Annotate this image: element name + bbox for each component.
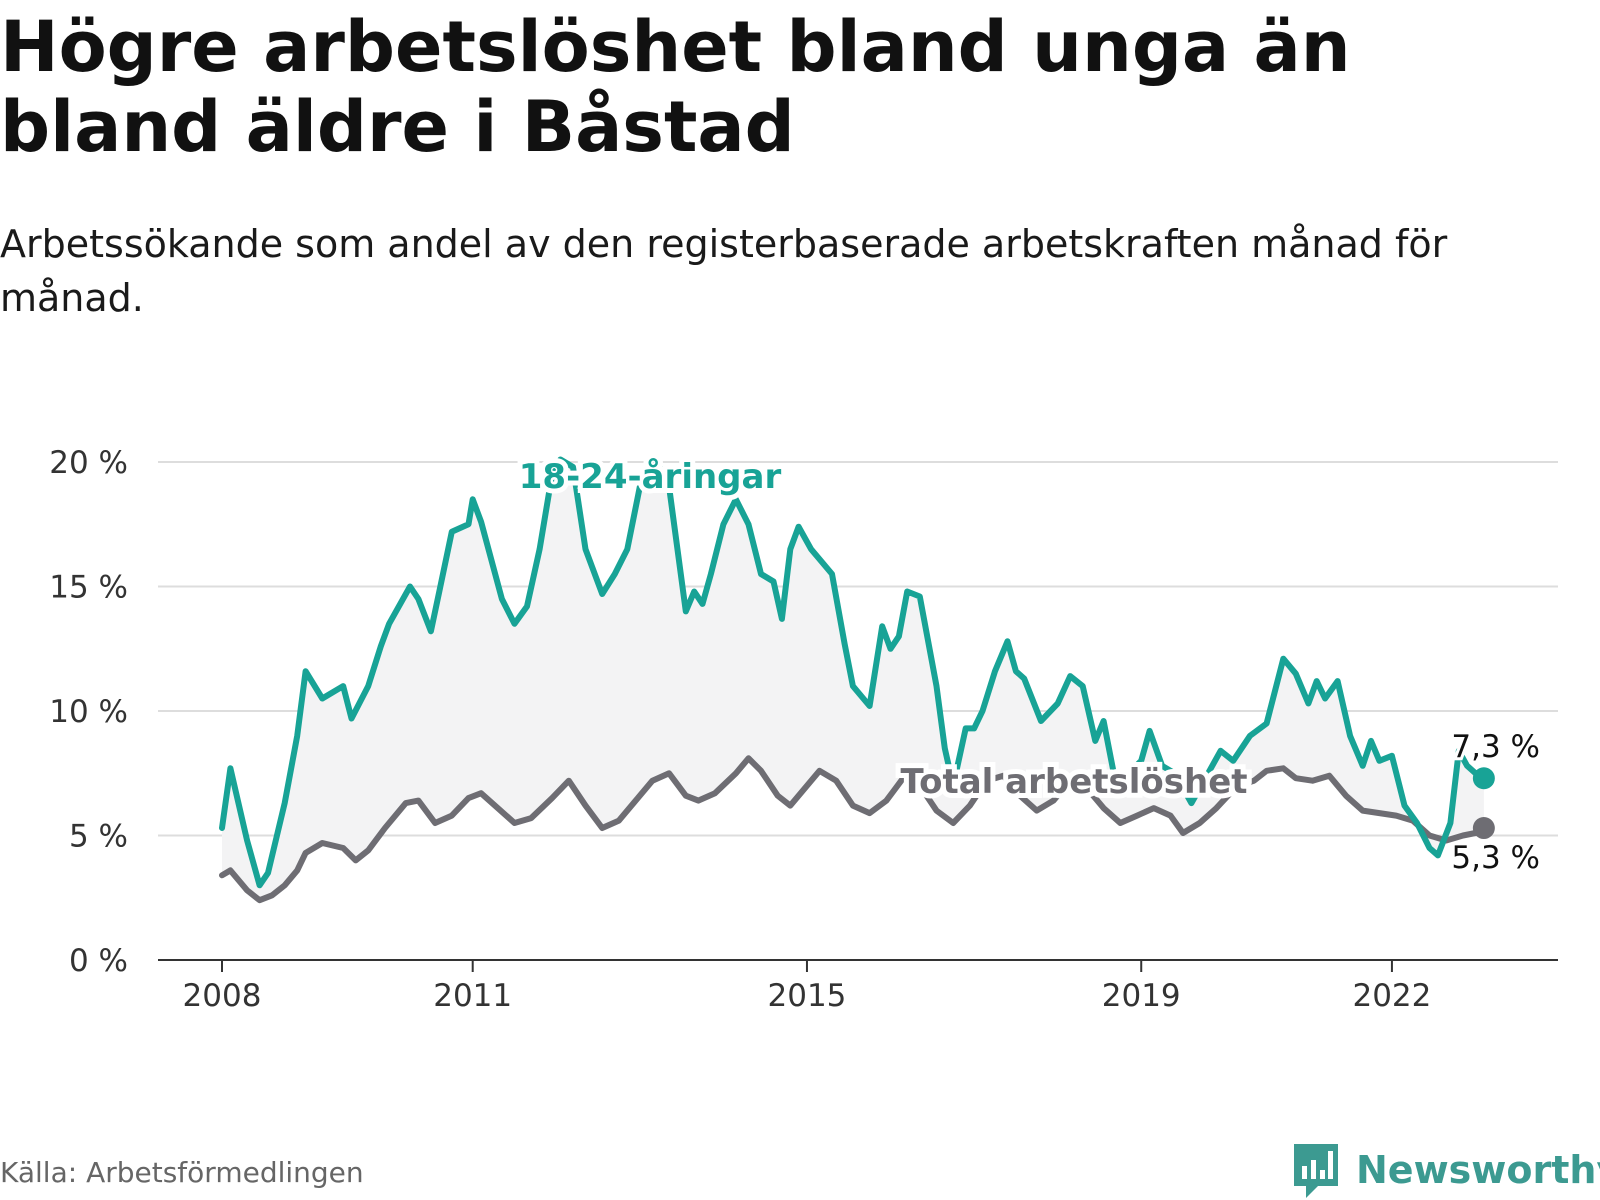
x-tick-label: 2008 <box>183 978 262 1014</box>
y-tick-label: 0 % <box>69 943 128 979</box>
x-tick-label: 2022 <box>1352 978 1431 1014</box>
brand-name: Newsworthy <box>1356 1148 1600 1192</box>
series-label-18-24-aringar: 18-24-åringar <box>519 457 782 497</box>
chart-title: Högre arbetslöshet bland unga än bland ä… <box>0 6 1351 168</box>
chart-subtitle: Arbetssökande som andel av den registerb… <box>0 222 1448 320</box>
y-tick-label: 15 % <box>49 570 128 606</box>
y-tick-label: 20 % <box>49 445 128 481</box>
x-tick-label: 2019 <box>1102 978 1181 1014</box>
series-line-18-24-aringar <box>219 456 1487 889</box>
x-tick-label: 2011 <box>433 978 512 1014</box>
end-point-total-arbetsloshet <box>1472 817 1495 840</box>
y-tick-label: 10 % <box>49 694 128 730</box>
newsworthy-logo-icon <box>1294 1144 1338 1198</box>
y-tick-label: 5 % <box>69 819 128 855</box>
series-line-total-arbetsloshet <box>219 755 1487 904</box>
x-tick-label: 2015 <box>768 978 847 1014</box>
end-label-18-24-aringar: 7,3 % <box>1451 729 1540 765</box>
series-label-total-arbetsloshet: Total arbetslöshet <box>900 762 1247 802</box>
end-label-total-arbetsloshet: 5,3 % <box>1451 840 1540 876</box>
source-note: Källa: Arbetsförmedlingen <box>0 1156 364 1189</box>
brand-logo: Newsworthy <box>1290 1140 1600 1200</box>
end-point-18-24-aringar <box>1472 767 1495 790</box>
